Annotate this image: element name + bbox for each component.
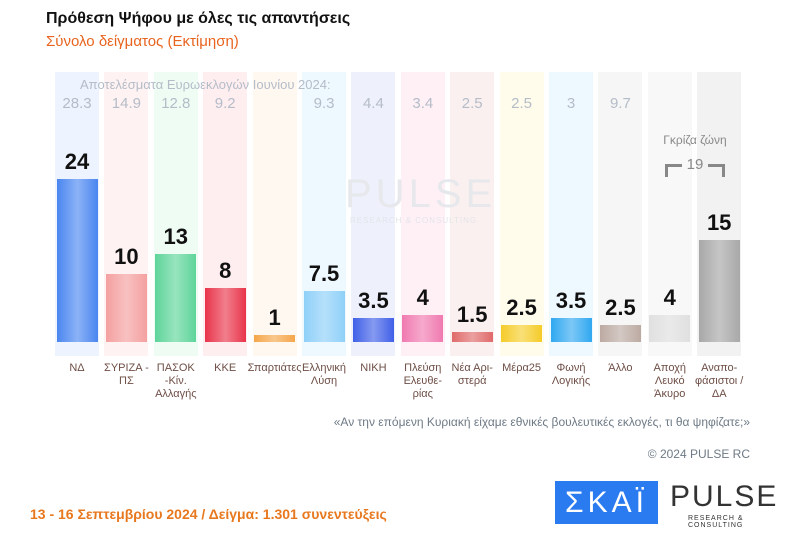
- value-label: 24: [64, 148, 90, 174]
- category-label: Φωνή Λογικής: [551, 362, 591, 387]
- value-label: 1: [268, 305, 281, 331]
- column-band: [499, 72, 544, 356]
- bar: [56, 178, 98, 342]
- party-logo-icon: [403, 330, 443, 354]
- value-label: 10: [114, 244, 139, 269]
- previous-result: 28.3: [62, 95, 92, 112]
- category-label: Αναπο- φάσιστοι / ΔΑ: [694, 362, 744, 400]
- value-label: 7.5: [308, 261, 340, 286]
- party-logo-icon: [452, 330, 492, 354]
- column-band: [400, 72, 445, 356]
- bar: [599, 325, 641, 342]
- previous-result: 3: [566, 95, 576, 112]
- skai-logo: ΣΚΑΪ: [555, 481, 658, 524]
- value-label: 8: [219, 257, 232, 283]
- previous-result: 9.7: [609, 95, 631, 112]
- category-label: Πλεύση Ελευθε- ρίας: [403, 362, 443, 400]
- bar: [352, 318, 394, 342]
- party-logo-icon: [304, 330, 344, 354]
- value-label: 3.5: [555, 288, 587, 314]
- previous-result: 14.9: [111, 95, 141, 112]
- category-label: Αποχή Λευκό Άκυρο: [653, 362, 687, 400]
- party-logo-icon: [255, 330, 295, 354]
- bar: [550, 318, 592, 342]
- previous-results-caption: Αποτελέσματα Ευρωεκλογών Ιουνίου 2024:: [80, 77, 331, 92]
- previous-result: 4.4: [362, 95, 384, 112]
- bar: [698, 240, 740, 342]
- bar: [105, 274, 147, 342]
- category-label: Μέρα25: [502, 362, 542, 374]
- column-band: [549, 72, 593, 356]
- party-logo-icon: [502, 330, 542, 354]
- survey-question: «Αν την επόμενη Κυριακή είχαμε εθνικές β…: [333, 415, 750, 429]
- party-logo-icon: [106, 330, 146, 354]
- party-logo-icon: [205, 330, 245, 354]
- bar: [303, 291, 345, 342]
- column-band: [450, 72, 495, 356]
- pulse-logo: PULSE: [670, 480, 779, 513]
- chart-subtitle: Σύνολο δείγματος (Εκτίμηση): [46, 33, 239, 50]
- bar: [649, 314, 691, 342]
- value-label: 13: [163, 223, 189, 249]
- category-label: Άλλο: [608, 362, 633, 374]
- previous-result: 9.3: [313, 95, 335, 112]
- previous-result: 3.4: [412, 95, 434, 112]
- grey-zone-value: 19: [660, 156, 730, 177]
- column-band: [351, 72, 396, 356]
- value-label: 2.5: [506, 295, 537, 320]
- grey-zone-label: Γκρίζα ζώνη: [663, 133, 727, 147]
- bar: [204, 287, 246, 342]
- bar: [155, 253, 197, 342]
- bar: [254, 335, 296, 342]
- watermark: PULSE: [345, 172, 497, 216]
- watermark-sub: RESEARCH & CONSULTING: [350, 216, 478, 225]
- copyright: © 2024 PULSE RC: [647, 447, 750, 461]
- column-band: [647, 72, 692, 356]
- pulse-logo-sub: RESEARCH & CONSULTING: [688, 515, 744, 529]
- value-label: 2.5: [605, 295, 636, 320]
- category-label: Ελληνική Λύση: [301, 362, 347, 387]
- party-logo-icon: [156, 330, 196, 354]
- previous-result: 12.8: [161, 95, 191, 112]
- previous-result: 9.2: [214, 95, 236, 112]
- bar: [451, 331, 493, 342]
- bar: [501, 325, 543, 342]
- party-logo-icon: [551, 330, 591, 354]
- bar: [402, 314, 444, 342]
- category-label: Νέα Αρι- στερά: [451, 362, 493, 387]
- party-logo-icon: [57, 330, 97, 354]
- value-label: 3.5: [358, 288, 389, 314]
- footer-date-sample: 13 - 16 Σεπτεμβρίου 2024 / Δείγμα: 1.301…: [30, 506, 387, 522]
- chart-title: Πρόθεση Ψήφου με όλες τις απαντήσεις: [46, 10, 351, 27]
- value-label: 1.5: [456, 301, 488, 327]
- category-label: ΠΑΣΟΚ -Κίν. Αλλαγής: [155, 362, 197, 400]
- category-label: ΚΚΕ: [214, 362, 237, 374]
- column-band: [252, 72, 297, 356]
- value-label: 4: [663, 284, 676, 310]
- category-label: ΝΙΚΗ: [360, 362, 387, 374]
- column-band: [598, 72, 643, 356]
- category-label: Σπαρτιάτες: [247, 362, 302, 374]
- value-label: 4: [416, 284, 429, 310]
- category-label: ΝΔ: [69, 362, 85, 374]
- previous-result: 2.5: [461, 95, 483, 112]
- value-label: 15: [706, 210, 732, 235]
- party-logo-icon: [353, 330, 393, 354]
- previous-result: 2.5: [511, 95, 533, 112]
- category-label: ΣΥΡΙΖΑ - ΠΣ: [104, 362, 149, 387]
